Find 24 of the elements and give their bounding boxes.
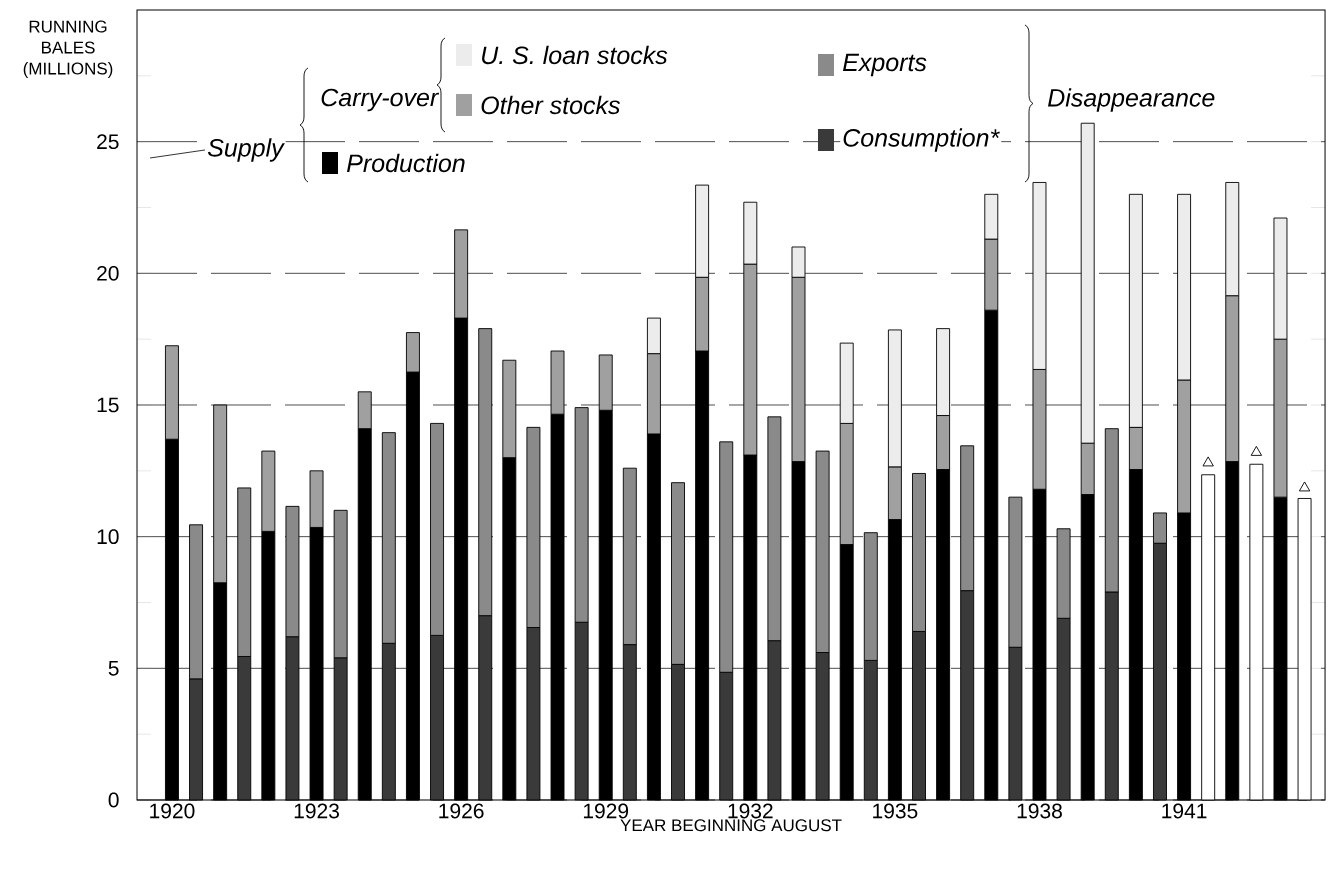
x-axis-title: YEAR BEGINNING AUGUST (620, 819, 842, 832)
legend-label: Other stocks (481, 95, 620, 115)
y-tick-label: 15 (97, 397, 119, 413)
annotation: Carry-over (321, 88, 440, 112)
legend-label: Exports (842, 53, 927, 77)
y-tick-label: 0 (108, 792, 119, 808)
x-tick-label: 1938 (1017, 803, 1062, 819)
y-tick-label: 20 (97, 265, 119, 281)
y-tick-label: 5 (108, 661, 119, 676)
y-tick-label: 10 (97, 529, 119, 545)
x-tick-label: 1926 (439, 803, 484, 819)
legend-label: U. S. loan stocks (482, 45, 668, 65)
x-tick-label: 1932 (728, 803, 773, 819)
x-tick-label: 1920 (150, 803, 195, 819)
x-tick-label: 1923 (294, 803, 339, 819)
x-tick-label: 1935 (873, 803, 918, 819)
legend-label: Production (346, 153, 465, 173)
x-tick-label: 1929 (583, 803, 629, 819)
y-tick-label: 25 (97, 134, 119, 150)
annotation: Disappearance (1047, 88, 1215, 112)
y-axis-title: RUNNING BALES (MILLIONS) (23, 20, 113, 78)
legend-label: Consumption* (843, 128, 1000, 152)
annotation: Supply (207, 138, 285, 162)
x-tick-label: 1941 (1162, 803, 1207, 819)
